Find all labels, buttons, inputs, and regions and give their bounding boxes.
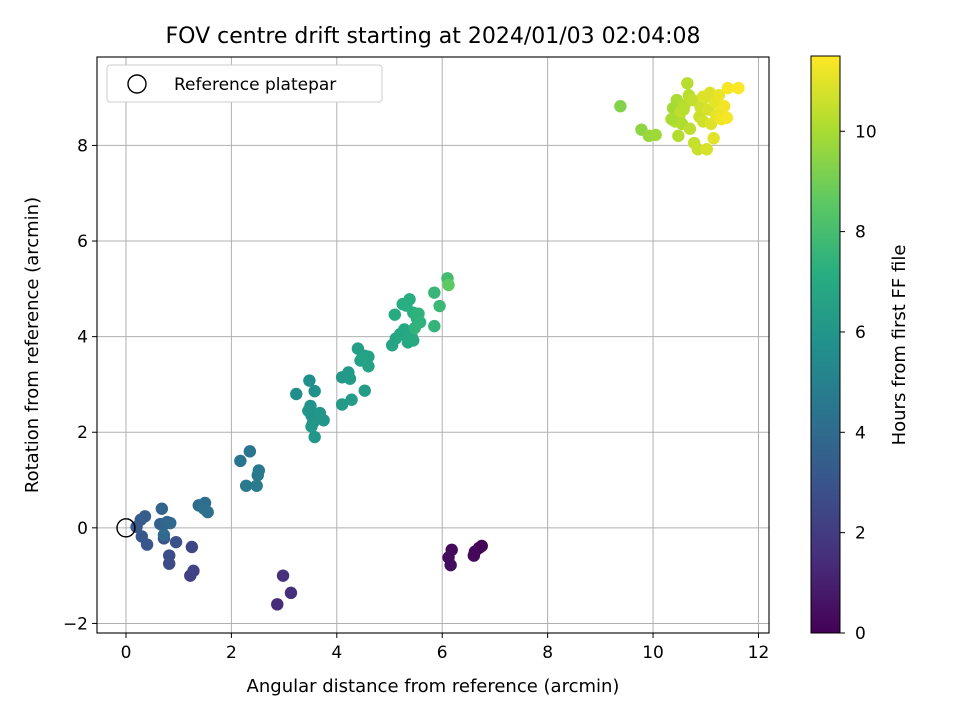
- data-point: [302, 404, 315, 417]
- x-tick-label: 8: [542, 643, 553, 663]
- plot-area: [97, 57, 769, 633]
- colorbar-tick-label: 6: [855, 323, 866, 343]
- data-point: [317, 414, 330, 427]
- x-tick-label: 6: [437, 643, 448, 663]
- x-tick-label: 2: [226, 643, 237, 663]
- data-point: [187, 564, 200, 578]
- data-point: [185, 540, 199, 554]
- colorbar-tick-label: 2: [855, 524, 866, 544]
- colorbar-tick-label: 4: [855, 423, 866, 443]
- data-point: [732, 81, 745, 95]
- data-point: [358, 384, 371, 397]
- legend-box: [106, 64, 383, 103]
- y-tick-label: 4: [77, 328, 88, 348]
- y-axis-ticks: −2 0 2 4 6 8: [63, 136, 97, 634]
- legend-marker-reference-platepar: [127, 74, 147, 94]
- data-point: [691, 143, 705, 156]
- grid-lines: [97, 57, 769, 633]
- data-point: [442, 278, 455, 292]
- data-point: [308, 430, 321, 444]
- data-point: [343, 372, 357, 385]
- data-point: [408, 321, 422, 335]
- colorbar-label: Hours from first FF file: [889, 245, 910, 446]
- x-axis-ticks: 0 2 4 6 8 10 12: [121, 633, 770, 663]
- data-point: [355, 351, 369, 365]
- data-point: [681, 77, 694, 90]
- plot-frame: [96, 56, 770, 634]
- data-point: [720, 111, 734, 124]
- data-point: [243, 445, 257, 458]
- data-point: [284, 586, 298, 600]
- colorbar-tick-label: 10: [855, 122, 877, 142]
- data-point: [712, 89, 726, 102]
- colorbar-ticks: 0 2 4 6 8 10: [840, 122, 877, 644]
- data-point: [433, 299, 446, 313]
- colorbar-tick-label: 8: [855, 223, 866, 243]
- y-tick-label: 0: [77, 519, 88, 539]
- legend: Reference platepar: [106, 64, 383, 103]
- data-point: [164, 516, 177, 530]
- y-tick-label: −2: [63, 614, 88, 634]
- data-point: [250, 479, 263, 492]
- data-point: [251, 469, 264, 482]
- data-point: [303, 374, 316, 387]
- data-point: [169, 535, 183, 549]
- x-tick-label: 0: [121, 643, 132, 663]
- data-point: [276, 569, 290, 582]
- data-point: [155, 502, 169, 515]
- data-point: [407, 334, 420, 347]
- data-point: [305, 420, 318, 433]
- data-point: [290, 387, 303, 401]
- data-point: [163, 549, 176, 562]
- y-tick-label: 2: [77, 423, 88, 443]
- colorbar: 0 2 4 6 8 10 Hours from first FF file: [810, 55, 910, 644]
- colorbar-tick-label: 0: [855, 624, 866, 644]
- data-point: [683, 122, 697, 135]
- data-point: [665, 112, 678, 126]
- data-point: [649, 128, 662, 142]
- data-point: [721, 81, 735, 95]
- x-tick-label: 10: [642, 643, 664, 663]
- data-point: [388, 308, 401, 321]
- y-tick-label: 8: [77, 136, 88, 156]
- data-point: [135, 530, 148, 543]
- data-point: [345, 393, 358, 406]
- y-tick-label: 6: [77, 232, 88, 252]
- x-axis-label: Angular distance from reference (arcmin): [247, 676, 620, 697]
- data-point: [700, 143, 714, 156]
- data-points: [116, 77, 745, 611]
- data-point: [614, 100, 627, 113]
- data-point: [686, 93, 699, 107]
- legend-label-reference-platepar: Reference platepar: [174, 75, 336, 95]
- data-point: [239, 479, 253, 492]
- data-point: [157, 528, 171, 542]
- data-point: [672, 129, 685, 143]
- data-point: [234, 454, 247, 468]
- data-point: [444, 558, 457, 572]
- x-tick-label: 12: [748, 643, 770, 663]
- data-point: [335, 398, 349, 411]
- data-point: [428, 286, 441, 299]
- data-point: [308, 384, 321, 398]
- data-point: [197, 502, 211, 515]
- reference-point-marker: [116, 518, 136, 538]
- data-point: [271, 598, 284, 611]
- data-point: [677, 103, 690, 116]
- data-point: [138, 510, 152, 523]
- data-point: [467, 549, 481, 562]
- data-point: [718, 100, 731, 113]
- x-tick-label: 4: [331, 643, 342, 663]
- chart-title: FOV centre drift starting at 2024/01/03 …: [166, 24, 701, 49]
- data-point: [696, 90, 710, 103]
- y-axis-label: Rotation from reference (arcmin): [22, 197, 43, 493]
- colorbar-gradient: [810, 55, 841, 634]
- data-point: [428, 319, 441, 333]
- data-point: [707, 132, 720, 145]
